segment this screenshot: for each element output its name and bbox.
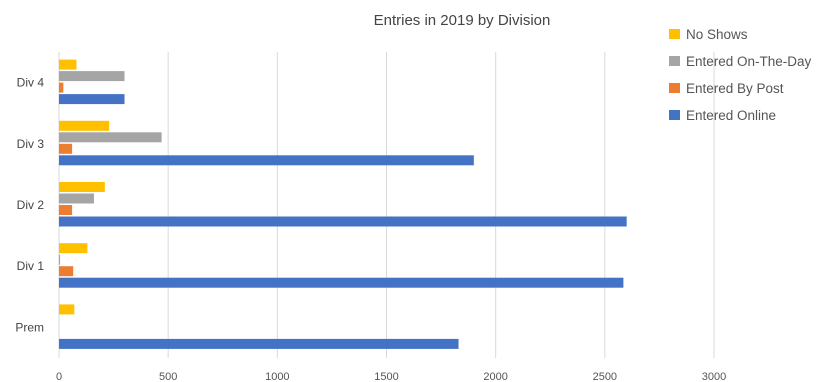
x-axis-ticks: 0 500 1000 1500 2000 2500 3000 [56, 371, 726, 382]
bar-div-1-entered-by-post [59, 266, 74, 277]
bar-div-1-entered-online [59, 277, 624, 288]
x-tick-label: 3000 [702, 371, 726, 382]
legend-swatch-entered-on-the-day [669, 56, 680, 66]
gridlines [58, 52, 715, 358]
bar-div-4-no-shows [59, 59, 77, 70]
y-category-label: Div 3 [17, 137, 45, 151]
legend-swatch-entered-online [669, 110, 680, 120]
y-category-label: Div 1 [17, 259, 45, 273]
bar-div-3-entered-on-the-day [59, 132, 162, 143]
legend-swatch-no-shows [669, 29, 680, 39]
bars [59, 59, 627, 349]
bar-div-4-entered-by-post [59, 82, 64, 93]
x-tick-label: 500 [159, 371, 177, 382]
legend-label-entered-on-the-day: Entered On-The-Day [686, 54, 812, 69]
y-axis-categories: Prem Div 1 Div 2 Div 3 Div 4 [15, 76, 44, 335]
x-tick-label: 2500 [593, 371, 617, 382]
y-category-label: Div 2 [17, 198, 45, 212]
y-category-label: Prem [15, 320, 44, 334]
bar-prem-no-shows [59, 304, 75, 315]
bar-div-3-entered-online [59, 155, 474, 166]
x-tick-label: 0 [56, 371, 62, 382]
chart-title: Entries in 2019 by Division [374, 12, 551, 29]
bar-div-1-entered-on-the-day [59, 254, 61, 265]
bar-div-3-no-shows [59, 120, 110, 131]
legend: No Shows Entered On-The-Day Entered By Pos… [669, 27, 812, 123]
bar-div-4-entered-on-the-day [59, 71, 125, 82]
legend-label-entered-by-post: Entered By Post [686, 81, 784, 96]
bar-div-4-entered-online [59, 94, 125, 105]
x-tick-label: 1500 [374, 371, 398, 382]
legend-label-no-shows: No Shows [686, 27, 748, 42]
bar-div-2-entered-online [59, 216, 627, 227]
x-tick-label: 1000 [265, 371, 289, 382]
x-tick-label: 2000 [483, 371, 507, 382]
bar-prem-entered-online [59, 338, 459, 349]
y-category-label: Div 4 [17, 76, 45, 90]
legend-swatch-entered-by-post [669, 83, 680, 93]
legend-label-entered-online: Entered Online [686, 108, 776, 123]
bar-div-2-entered-by-post [59, 205, 73, 215]
bar-div-3-entered-by-post [59, 143, 73, 154]
bar-div-2-no-shows [59, 182, 105, 192]
bar-div-1-no-shows [59, 243, 88, 254]
bar-div-2-entered-on-the-day [59, 193, 94, 204]
